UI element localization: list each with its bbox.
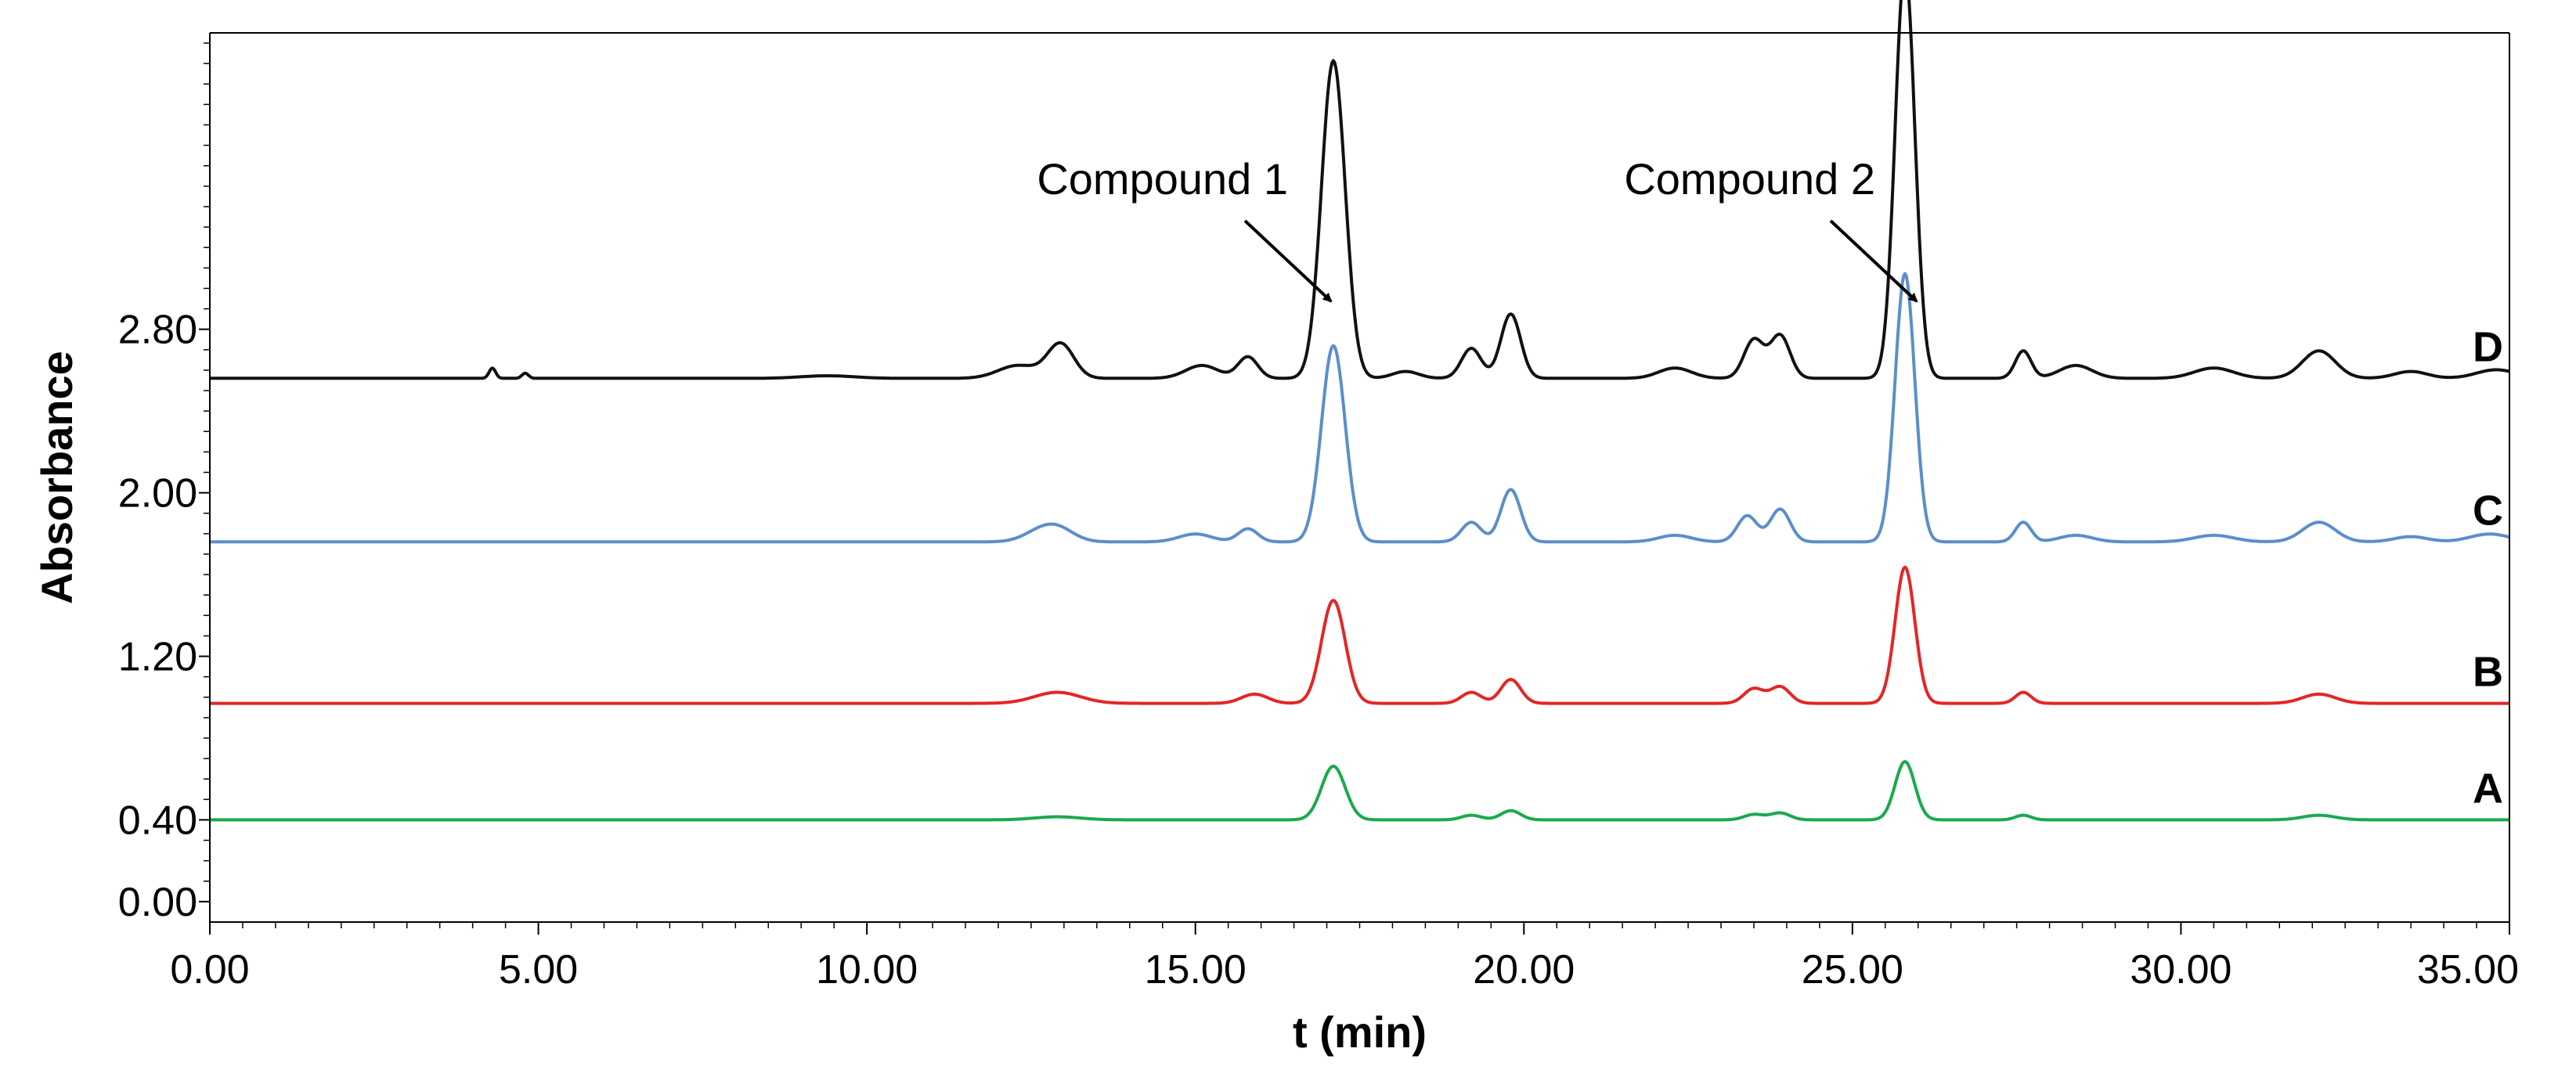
x-tick-label: 30.00 xyxy=(2130,947,2231,993)
y-tick-label: 0.00 xyxy=(118,880,197,925)
y-tick-label: 2.80 xyxy=(118,308,197,353)
y-axis-title: Absorbance xyxy=(32,351,81,604)
x-tick-label: 5.00 xyxy=(499,947,578,993)
x-tick-label: 0.00 xyxy=(170,947,249,993)
annotation-compound-2: Compound 2 xyxy=(1624,154,1875,204)
trace-c xyxy=(209,272,2510,544)
annotation-arrow-1 xyxy=(1243,219,1333,303)
annotation-arrow-2 xyxy=(1829,219,1918,303)
annotation-compound-1: Compound 1 xyxy=(1037,154,1288,204)
x-axis-title: t (min) xyxy=(1293,1007,1427,1057)
x-tick-label: 35.00 xyxy=(2417,947,2519,993)
labels-group: A B C Dt (min) Absorbance Compound 1 Compound … xyxy=(32,154,2503,1057)
trace-label-d: D xyxy=(2473,323,2503,370)
y-tick-label: 2.00 xyxy=(118,471,197,517)
x-tick-label: 10.00 xyxy=(816,947,918,993)
trace-a xyxy=(209,760,2510,822)
axes-group: 0.00 5.00 10.00 15.00 20.00 25.00 30.00 35.00 0.… xyxy=(118,32,2519,993)
trace-d xyxy=(209,0,2510,380)
x-tick-label: 15.00 xyxy=(1145,947,1247,993)
trace-label-a: A xyxy=(2473,765,2503,812)
trace-label-c: C xyxy=(2473,487,2503,534)
trace-label-b: B xyxy=(2473,649,2503,696)
x-tick-label: 20.00 xyxy=(1473,947,1575,993)
y-tick-label: 0.40 xyxy=(118,798,197,843)
y-tick-label: 1.20 xyxy=(118,635,197,680)
x-tick-label: 25.00 xyxy=(1802,947,1903,993)
traces-group xyxy=(209,0,2510,822)
trace-b xyxy=(209,565,2510,705)
